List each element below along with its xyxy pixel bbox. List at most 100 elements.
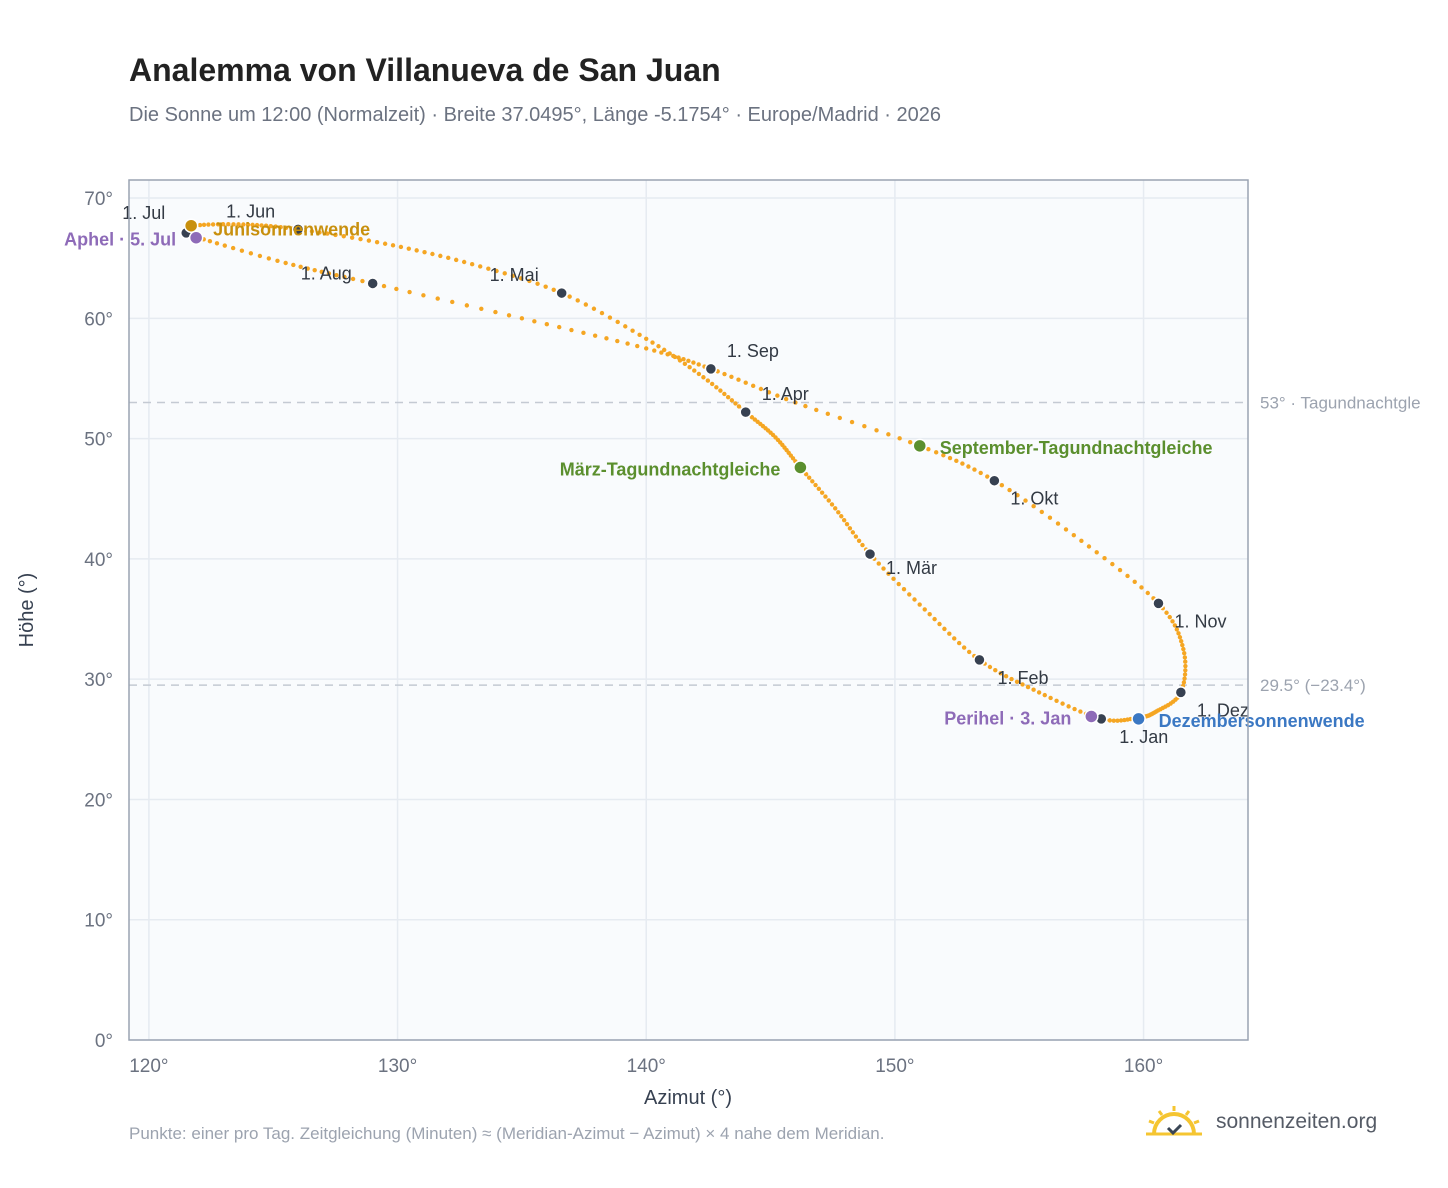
day-dot [266,256,272,261]
day-dot [1110,561,1115,567]
day-dot [1020,682,1025,687]
day-dot [752,417,758,422]
day-dot [749,415,755,420]
day-dot [248,251,254,256]
day-dot [623,324,628,329]
day-dot [896,581,901,587]
day-dot [833,506,838,511]
day-dot [972,467,977,472]
day-dot [937,621,942,627]
day-dot [722,371,727,377]
day-dot [847,526,853,531]
x-tick-label: 130° [378,1056,417,1077]
month-marker-label: 1. Nov [1174,611,1226,631]
day-dot [1183,663,1188,669]
day-dot [917,602,922,607]
day-dot [942,626,947,632]
day-dot [849,419,855,425]
y-tick-label: 50° [84,430,113,451]
event-label: März-Tagundnachtgleiche [560,459,781,479]
day-dot [406,246,411,251]
day-dot [250,222,255,228]
day-dot [825,411,831,417]
day-dot [850,530,856,535]
day-dot [736,377,741,382]
day-dot [1115,718,1120,723]
day-dot [461,259,467,265]
day-dot [245,222,251,227]
day-dot [701,375,706,380]
event-marker [912,438,928,454]
footnote: Punkte: einer pro Tag. Zeitgleichung (Mi… [129,1124,885,1143]
day-dot [1054,698,1059,703]
day-dot [687,365,692,370]
day-dot [241,222,246,227]
x-tick-label: 120° [129,1056,168,1077]
day-dot [1072,706,1077,712]
day-dot [1036,690,1042,695]
day-dot [210,222,216,227]
day-dot [1039,509,1045,515]
day-dot [881,566,886,571]
month-marker [1152,597,1165,610]
day-dot [810,479,815,484]
day-dot [1182,672,1188,677]
plot-background [129,180,1248,1040]
day-dot [926,447,931,452]
day-dot [1042,692,1047,698]
day-dot [381,283,387,289]
month-marker-label: 1. Jan [1119,727,1168,747]
day-dot [933,450,939,455]
day-dot [743,380,748,385]
day-dot [714,385,719,390]
y-axis-label: Höhe (°) [16,573,38,648]
day-dot [1055,521,1061,526]
day-dot [257,253,263,259]
day-dot [604,336,609,341]
day-dot [215,222,221,227]
day-dot [298,264,303,270]
day-dot [1015,493,1020,498]
day-dot [1078,709,1083,714]
day-dot [421,293,426,298]
day-dot [1177,635,1183,640]
day-dot [430,251,435,257]
day-dot [615,338,620,344]
day-dot [1145,590,1150,596]
day-dot [1107,718,1113,723]
day-dot [1176,631,1181,636]
day-dot [1167,614,1172,620]
day-dot [966,649,972,655]
day-dot [493,309,498,315]
day-dot [839,514,844,519]
day-dot [1060,701,1065,706]
day-dot [197,222,203,228]
y-tick-label: 20° [84,790,113,811]
y-tick-label: 0° [95,1031,113,1052]
day-dot [220,222,226,227]
day-dot [275,258,280,264]
day-dot [775,393,780,398]
day-dot [342,274,347,280]
day-dot [312,267,317,273]
day-dot [1180,642,1185,648]
day-dot [325,231,330,236]
day-dot [856,538,862,543]
day-dot [891,576,896,582]
day-dot [254,222,260,228]
day-dot [681,356,686,362]
month-marker-label: 1. Dez [1197,700,1249,720]
brand[interactable]: sonnenzeiten.org [1146,1104,1377,1140]
day-dot [954,458,959,464]
day-dot [823,494,828,499]
day-dot [956,640,962,646]
month-marker [863,547,877,561]
day-dot [803,471,809,477]
day-dot [333,232,338,238]
day-dot [978,470,983,476]
x-tick-label: 150° [875,1056,914,1077]
day-dot [874,428,879,433]
day-dot [1048,695,1053,701]
plot-frame [128,179,1249,1041]
day-dot [1066,704,1071,709]
